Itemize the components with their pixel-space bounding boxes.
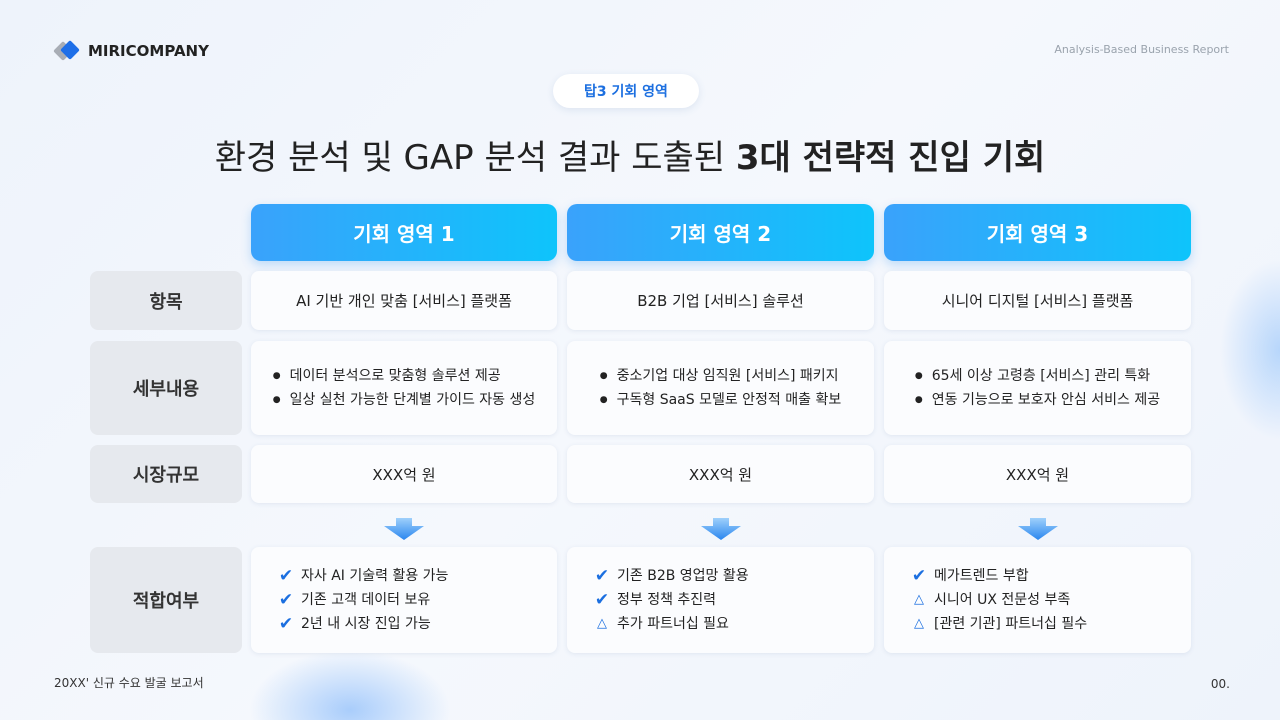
check-icon: ✔ [594, 590, 610, 610]
detail-item: 구독형 SaaS 모델로 안정적 매출 확보 [600, 388, 842, 412]
fit-text: 2년 내 시장 진입 가능 [301, 616, 431, 632]
logo-icon [53, 40, 82, 62]
item-cell: AI 기반 개인 맞춤 [서비스] 플랫폼 [251, 271, 557, 330]
arrow-down-icon [1017, 518, 1058, 540]
detail-item: 65세 이상 고령층 [서비스] 관리 특화 [915, 364, 1160, 388]
brand-logo: MIRICOMPANY [53, 40, 209, 62]
fit-cell: ✔ 기존 B2B 영업망 활용 ✔ 정부 정책 추진력 △ 추가 파트너십 필요 [567, 547, 874, 653]
detail-item: 일상 실천 가능한 단계별 가이드 자동 생성 [273, 388, 536, 412]
detail-cell: 65세 이상 고령층 [서비스] 관리 특화연동 기능으로 보호자 안심 서비스… [884, 341, 1191, 435]
fit-text: [관련 기관] 파트너십 필수 [934, 616, 1088, 632]
column-header: 기회 영역 3 [884, 204, 1191, 261]
check-icon: ✔ [278, 566, 294, 586]
market-cell: XXX억 원 [884, 445, 1191, 503]
detail-cell: 중소기업 대상 임직원 [서비스] 패키지구독형 SaaS 모델로 안정적 매출… [567, 341, 874, 435]
fit-item: ✔ 기존 고객 데이터 보유 [277, 588, 448, 612]
fit-item: ✔ 2년 내 시장 진입 가능 [277, 612, 448, 636]
fit-item: △ [관련 기관] 파트너십 필수 [910, 612, 1087, 636]
fit-text: 기존 고객 데이터 보유 [301, 592, 431, 608]
detail-item: 중소기업 대상 임직원 [서비스] 패키지 [600, 364, 841, 388]
fit-item: ✔ 메가트렌드 부합 [910, 564, 1087, 588]
page-title: 환경 분석 및 GAP 분석 결과 도출된 3대 전략적 진입 기회 [0, 130, 1260, 179]
fit-item: △ 추가 파트너십 필요 [593, 612, 749, 636]
row-label: 시장규모 [90, 445, 242, 503]
fit-text: 시니어 UX 전문성 부족 [934, 592, 1071, 608]
fit-text: 메가트렌드 부합 [934, 568, 1029, 584]
arrow-down-icon [384, 518, 424, 540]
row-label: 항목 [90, 271, 242, 330]
fit-cell: ✔ 메가트렌드 부합 △ 시니어 UX 전문성 부족 △ [관련 기관] 파트너십 필수 [884, 547, 1191, 653]
column-header: 기회 영역 2 [567, 204, 874, 261]
detail-cell: 데이터 분석으로 맞춤형 솔루션 제공일상 실천 가능한 단계별 가이드 자동 … [251, 341, 557, 435]
check-icon: ✔ [278, 614, 294, 634]
section-badge: 탑3 기회 영역 [553, 74, 699, 108]
report-label: Analysis-Based Business Report [1054, 43, 1229, 56]
detail-item: 연동 기능으로 보호자 안심 서비스 제공 [915, 388, 1160, 412]
row-label: 적합여부 [90, 547, 242, 653]
market-cell: XXX억 원 [567, 445, 874, 503]
fit-text: 자사 AI 기술력 활용 가능 [301, 568, 449, 584]
fit-item: ✔ 자사 AI 기술력 활용 가능 [277, 564, 449, 588]
item-cell: B2B 기업 [서비스] 솔루션 [567, 271, 874, 330]
footer-title: 20XX' 신규 수요 발굴 보고서 [54, 676, 204, 690]
fit-item: ✔ 기존 B2B 영업망 활용 [593, 564, 749, 588]
check-icon: ✔ [278, 590, 294, 610]
arrow-down-icon [700, 518, 741, 540]
title-bold: 3대 전략적 진입 기회 [735, 138, 1046, 178]
column-header: 기회 영역 1 [251, 204, 557, 261]
title-normal: 환경 분석 및 GAP 분석 결과 도출된 [214, 138, 736, 178]
fit-cell: ✔ 자사 AI 기술력 활용 가능 ✔ 기존 고객 데이터 보유 ✔ 2년 내 시장 진입… [251, 547, 557, 653]
fit-item: ✔ 정부 정책 추진력 [593, 588, 749, 612]
triangle-icon: △ [597, 616, 607, 631]
triangle-icon: △ [914, 592, 924, 607]
check-icon: ✔ [911, 566, 927, 586]
check-icon: ✔ [594, 566, 610, 586]
triangle-icon: △ [914, 616, 924, 631]
fit-text: 기존 B2B 영업망 활용 [617, 568, 749, 584]
brand-name: MIRICOMPANY [88, 42, 209, 60]
detail-item: 데이터 분석으로 맞춤형 솔루션 제공 [273, 364, 536, 388]
fit-item: △ 시니어 UX 전문성 부족 [910, 588, 1087, 612]
fit-text: 추가 파트너십 필요 [617, 616, 729, 632]
market-cell: XXX억 원 [251, 445, 557, 503]
fit-text: 정부 정책 추진력 [617, 592, 717, 608]
row-label: 세부내용 [90, 341, 242, 435]
item-cell: 시니어 디지털 [서비스] 플랫폼 [884, 271, 1191, 330]
page-number: 00. [1210, 677, 1230, 691]
